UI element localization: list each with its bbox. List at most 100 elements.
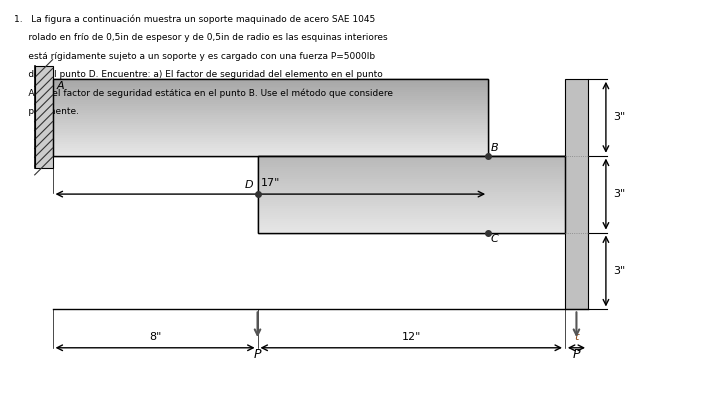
Bar	[53, 146, 488, 148]
Bar	[258, 158, 565, 160]
Bar	[53, 121, 488, 123]
Bar	[258, 156, 565, 233]
Bar	[258, 211, 565, 213]
Bar	[258, 221, 565, 223]
Bar	[53, 102, 488, 104]
Text: pertinente.: pertinente.	[14, 107, 79, 116]
Bar	[258, 190, 565, 192]
Bar	[258, 162, 565, 163]
Bar	[258, 182, 565, 184]
Bar	[53, 100, 488, 102]
Bar	[53, 109, 488, 111]
Bar	[53, 92, 488, 94]
Bar	[258, 209, 565, 211]
Bar	[53, 111, 488, 113]
Text: está rígidamente sujeto a un soporte y es cargado con una fuerza P=5000lb: está rígidamente sujeto a un soporte y e…	[14, 52, 375, 61]
Bar	[258, 175, 565, 177]
Bar	[258, 194, 565, 196]
Bar	[258, 171, 565, 173]
Bar	[53, 125, 488, 127]
Bar	[258, 225, 565, 227]
Bar	[258, 188, 565, 190]
Bar	[258, 179, 565, 180]
Bar	[53, 150, 488, 152]
Bar	[258, 200, 565, 202]
Bar	[258, 165, 565, 167]
Text: D: D	[245, 180, 253, 190]
Bar	[53, 131, 488, 133]
Bar	[258, 196, 565, 198]
Bar	[53, 144, 488, 146]
Text: C: C	[490, 234, 498, 244]
Bar	[53, 107, 488, 109]
Bar	[258, 160, 565, 162]
Bar	[53, 89, 488, 90]
Text: P: P	[572, 348, 580, 361]
Text: den el punto D. Encuentre: a) El factor de seguridad del elemento en el punto: den el punto D. Encuentre: a) El factor …	[14, 70, 383, 79]
Bar	[53, 140, 488, 142]
Bar	[53, 85, 488, 87]
Text: A: A	[56, 81, 64, 91]
Bar	[258, 163, 565, 165]
Bar	[53, 87, 488, 89]
Bar	[53, 104, 488, 106]
Bar	[53, 79, 488, 81]
Bar	[258, 184, 565, 186]
Bar	[258, 229, 565, 231]
Bar	[53, 96, 488, 98]
Bar	[258, 180, 565, 182]
Bar	[565, 79, 588, 309]
Bar	[53, 123, 488, 125]
Bar	[258, 208, 565, 209]
Text: A. b) el factor de seguridad estática en el punto B. Use el método que considere: A. b) el factor de seguridad estática en…	[14, 89, 393, 98]
Bar	[53, 90, 488, 92]
Bar	[53, 106, 488, 107]
Bar	[258, 231, 565, 233]
Bar	[258, 156, 565, 158]
Text: 12": 12"	[402, 332, 421, 342]
Bar	[258, 227, 565, 229]
Bar	[258, 186, 565, 188]
Bar	[258, 215, 565, 217]
Bar	[53, 138, 488, 140]
Bar	[258, 202, 565, 204]
Bar	[258, 204, 565, 206]
Bar	[258, 192, 565, 194]
Text: 1.   La figura a continuación muestra un soporte maquinado de acero SAE 1045: 1. La figura a continuación muestra un s…	[14, 15, 375, 24]
Bar	[258, 206, 565, 208]
Bar	[53, 142, 488, 144]
Bar	[53, 79, 488, 156]
Bar	[53, 79, 488, 156]
Bar	[258, 198, 565, 200]
Bar	[258, 217, 565, 219]
Text: 8": 8"	[149, 332, 161, 342]
Bar	[53, 83, 488, 85]
Text: t: t	[575, 332, 579, 342]
Bar	[258, 156, 565, 233]
Bar	[53, 152, 488, 154]
Bar	[53, 129, 488, 131]
Bar	[53, 98, 488, 100]
Bar	[53, 119, 488, 121]
Bar	[258, 219, 565, 221]
Text: rolado en frío de 0,5in de espesor y de 0,5in de radio es las esquinas interiore: rolado en frío de 0,5in de espesor y de …	[14, 33, 388, 42]
Text: 3": 3"	[613, 112, 626, 122]
Text: 3": 3"	[613, 189, 626, 199]
Bar	[53, 113, 488, 115]
Bar	[258, 213, 565, 215]
Bar	[35, 66, 53, 168]
Bar	[53, 148, 488, 150]
Bar	[258, 169, 565, 171]
Text: 3": 3"	[613, 266, 626, 276]
Bar	[53, 136, 488, 138]
Bar	[258, 223, 565, 225]
Bar	[53, 115, 488, 117]
Text: 17": 17"	[261, 178, 280, 188]
Text: B: B	[490, 143, 498, 153]
Bar	[258, 173, 565, 175]
Bar	[53, 135, 488, 136]
Bar	[53, 117, 488, 119]
Text: P: P	[253, 348, 261, 361]
Bar	[53, 127, 488, 129]
Bar	[53, 133, 488, 135]
